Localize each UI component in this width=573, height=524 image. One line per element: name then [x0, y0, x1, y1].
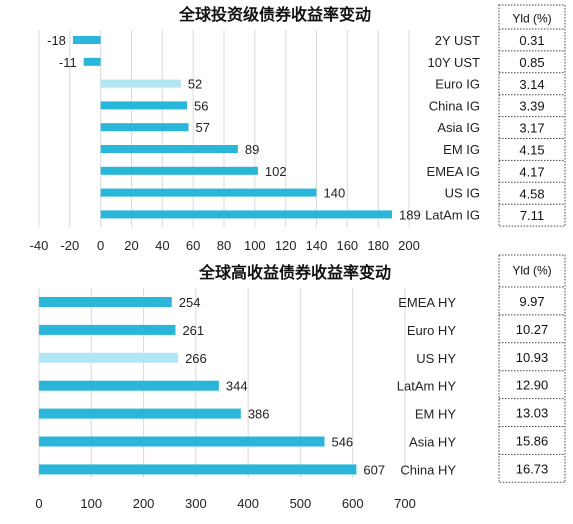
hy-yield-value: 16.73 — [516, 461, 549, 476]
hy-category-label: Asia HY — [409, 435, 456, 450]
hy-x-tick-label: 0 — [35, 496, 42, 511]
ig-x-tick-label: 40 — [155, 238, 169, 253]
ig-yield-value: 3.17 — [519, 121, 544, 136]
hy-value-label: 386 — [248, 407, 270, 422]
hy-x-tick-label: 600 — [342, 496, 364, 511]
hy-category-label: EM HY — [415, 407, 457, 422]
ig-x-tick-label: 20 — [124, 238, 138, 253]
ig-yield-value: 4.15 — [519, 142, 544, 157]
hy-bar — [39, 464, 357, 475]
investment-grade-chart: 全球投资级债券收益率变动 -40 -20 0 20 40 60 80 100 120 140 160… — [30, 4, 566, 253]
ig-bar — [100, 101, 187, 110]
hy-yield-value: 10.27 — [516, 322, 549, 337]
ig-category-label: LatAm IG — [425, 207, 480, 222]
ig-value-label: 102 — [265, 164, 287, 179]
ig-category-label: 2Y UST — [435, 33, 480, 48]
ig-bar — [100, 188, 317, 197]
ig-yield-value: 7.11 — [520, 208, 544, 223]
high-yield-chart-title: 全球高收益债券收益率变动 — [198, 263, 391, 282]
ig-bar — [100, 79, 181, 88]
ig-yield-value: 4.58 — [519, 186, 544, 201]
ig-value-label: -11 — [59, 55, 77, 70]
ig-x-tick-label: 120 — [275, 238, 297, 253]
hy-category-label: EMEA HY — [398, 295, 456, 310]
hy-x-tick-label: 200 — [133, 496, 155, 511]
ig-yield-value: 4.17 — [519, 164, 544, 179]
ig-value-label: 189 — [399, 207, 421, 222]
ig-x-tick-label: -20 — [60, 238, 79, 253]
hy-x-tick-label: 100 — [80, 496, 102, 511]
investment-grade-chart-title: 全球投资级债券收益率变动 — [178, 5, 371, 24]
hy-yield-header: Yld (%) — [512, 264, 551, 278]
hy-value-label: 266 — [185, 351, 207, 366]
hy-x-tick-label: 500 — [290, 496, 312, 511]
ig-yield-value: 3.14 — [519, 77, 544, 92]
ig-yield-value: 3.39 — [519, 99, 544, 114]
ig-x-tick-label: 160 — [336, 238, 358, 253]
hy-yield-table — [498, 254, 566, 483]
hy-value-label: 254 — [179, 295, 201, 310]
hy-value-label: 344 — [226, 379, 248, 394]
ig-bar — [100, 210, 393, 219]
ig-x-tick-label: 140 — [306, 238, 328, 253]
ig-value-label: 140 — [324, 186, 346, 201]
ig-yield-value: 0.31 — [519, 33, 544, 48]
hy-yield-value: 15.86 — [516, 433, 549, 448]
ig-category-label: Asia IG — [437, 120, 480, 135]
ig-category-label: EM IG — [443, 142, 480, 157]
hy-value-label: 546 — [331, 435, 353, 450]
hy-yield-value: 9.97 — [519, 294, 544, 309]
high-yield-chart: 全球高收益债券收益率变动 0 100 200 300 400 500 600 700 254 EM… — [35, 254, 566, 511]
ig-value-label: 56 — [194, 98, 208, 113]
ig-category-label: 10Y UST — [427, 55, 480, 70]
ig-yield-table — [498, 4, 566, 227]
hy-bar — [39, 380, 219, 391]
ig-x-tick-label: 200 — [398, 238, 420, 253]
ig-value-label: 57 — [196, 120, 210, 135]
ig-value-label: -18 — [47, 33, 66, 48]
ig-category-label: EMEA IG — [427, 164, 480, 179]
ig-yield-header: Yld (%) — [512, 12, 551, 26]
ig-bar — [100, 145, 238, 153]
hy-bar — [39, 352, 179, 363]
ig-category-label: Euro IG — [435, 77, 480, 92]
hy-x-tick-label: 700 — [394, 496, 416, 511]
hy-yield-value: 13.03 — [516, 406, 549, 421]
ig-bar — [100, 166, 258, 175]
ig-value-label: 52 — [188, 77, 202, 92]
hy-bar — [39, 324, 176, 335]
hy-x-tick-label: 300 — [185, 496, 207, 511]
ig-bar — [100, 123, 189, 132]
ig-yield-value: 0.85 — [519, 55, 544, 70]
hy-bar — [39, 297, 172, 307]
hy-value-label: 261 — [182, 323, 204, 338]
ig-x-tick-label: 60 — [186, 238, 200, 253]
hy-x-tick-label: 400 — [237, 496, 259, 511]
ig-value-label: 89 — [245, 142, 259, 157]
ig-bar — [72, 36, 101, 44]
ig-x-tick-label: 100 — [244, 238, 266, 253]
hy-category-label: LatAm HY — [397, 379, 457, 394]
ig-bar — [83, 57, 101, 66]
hy-yield-value: 12.90 — [516, 378, 549, 393]
ig-x-tick-label: 80 — [217, 238, 231, 253]
hy-yield-value: 10.93 — [516, 350, 549, 365]
hy-category-label: Euro HY — [407, 323, 456, 338]
hy-category-label: China HY — [400, 462, 456, 477]
ig-category-label: China IG — [429, 98, 480, 113]
ig-category-label: US IG — [445, 186, 480, 201]
hy-value-label: 607 — [363, 462, 385, 477]
ig-x-tick-label: -40 — [30, 238, 49, 253]
hy-bar — [39, 436, 325, 447]
hy-bar — [39, 408, 241, 419]
ig-x-tick-label: 0 — [97, 238, 104, 253]
hy-category-label: US HY — [416, 351, 456, 366]
ig-x-tick-label: 180 — [367, 238, 389, 253]
